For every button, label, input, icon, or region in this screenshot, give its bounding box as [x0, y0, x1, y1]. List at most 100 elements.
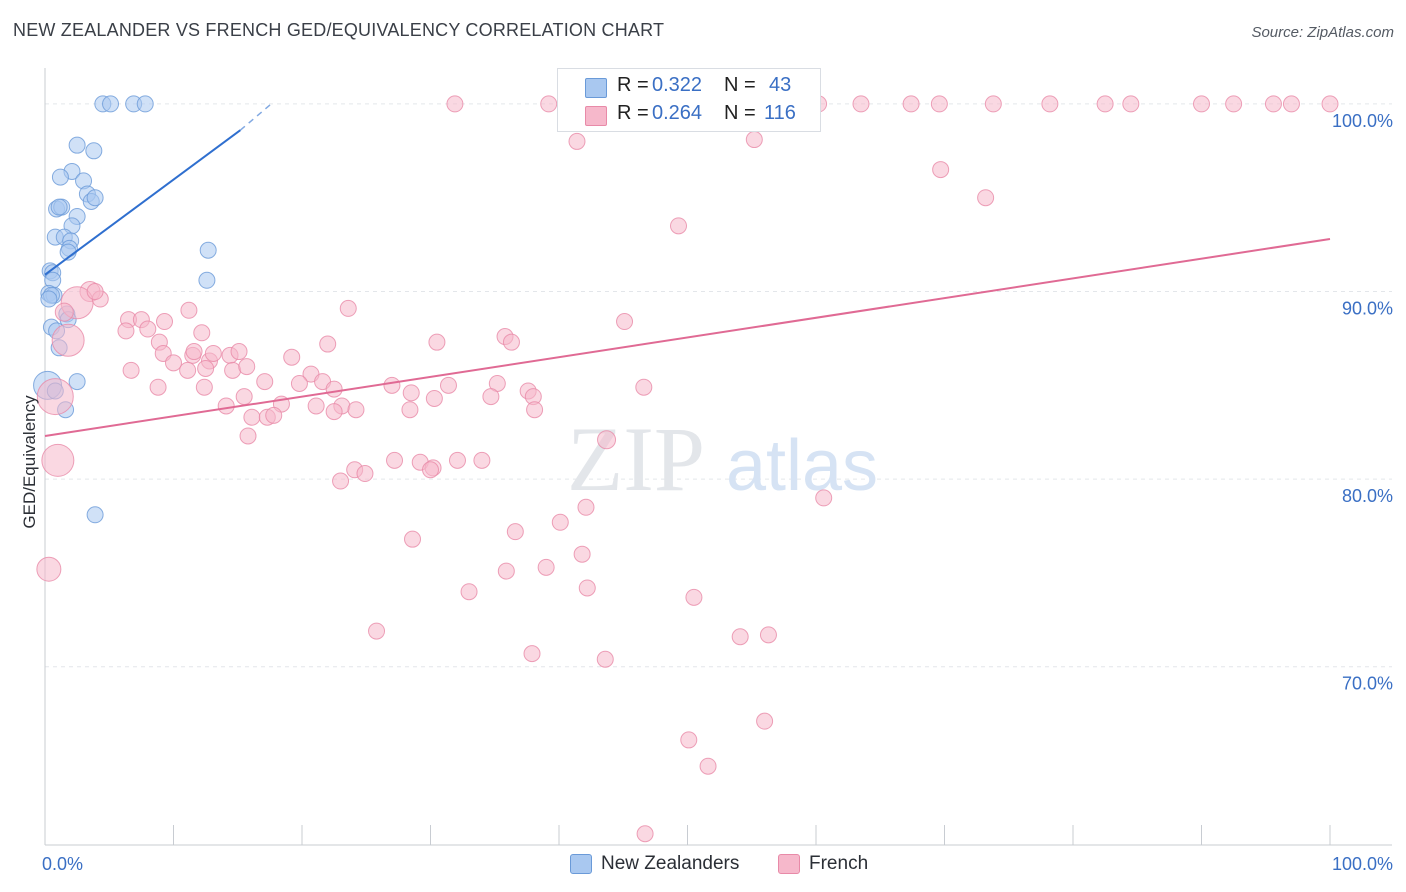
point-french [1122, 95, 1140, 113]
axes [44, 68, 1392, 846]
point-french [36, 556, 62, 582]
point-french [759, 626, 777, 644]
legend-item-new-zealanders[interactable]: New Zealanders [570, 852, 750, 876]
point-french [386, 451, 404, 469]
point-french [404, 530, 422, 548]
stats-n-label: N = [724, 74, 756, 96]
stats-box: R = 0.322 N = 43 R = 0.264 N = 116 [557, 68, 821, 132]
point-new-zealanders [102, 95, 120, 113]
data-points [33, 95, 1339, 843]
stats-n-value: 43 [769, 74, 792, 96]
point-french [36, 378, 74, 416]
point-french [325, 380, 343, 398]
legend-swatch-new-zealanders [570, 854, 592, 874]
stats-row-new-zealanders: R = 0.322 N = 43 [558, 72, 820, 100]
point-french [243, 408, 261, 426]
point-french [265, 406, 283, 424]
point-new-zealanders [198, 271, 216, 289]
point-french [217, 397, 235, 415]
point-new-zealanders [199, 241, 217, 259]
watermark-zip: ZIP [567, 408, 705, 510]
point-french [460, 583, 478, 601]
point-french [422, 461, 439, 479]
point-french [122, 361, 140, 379]
point-french [179, 361, 197, 379]
legend-item-french[interactable]: French [778, 852, 878, 876]
point-french [984, 95, 1002, 113]
point-french [235, 388, 253, 406]
point-french [193, 324, 211, 342]
point-french [1193, 95, 1210, 113]
y-tick-label: 100.0% [1332, 111, 1393, 131]
point-french [756, 712, 774, 730]
point-french [230, 343, 248, 361]
chart-title: NEW ZEALANDER VS FRENCH GED/EQUIVALENCY … [13, 20, 665, 40]
point-new-zealanders [68, 373, 86, 391]
point-french [497, 562, 515, 580]
point-french [256, 373, 274, 391]
point-new-zealanders [86, 506, 104, 524]
point-new-zealanders [50, 198, 68, 216]
point-french [319, 335, 337, 353]
point-french [815, 489, 833, 507]
point-french [506, 523, 524, 541]
point-french [224, 361, 242, 379]
point-french [1096, 95, 1114, 113]
point-french [54, 302, 74, 322]
watermark-atlas: atlas [726, 426, 878, 506]
point-french [597, 430, 617, 450]
point-french [425, 389, 443, 407]
trend-extension-new-zealanders [239, 103, 272, 131]
point-french [1041, 95, 1059, 113]
trend-lines [44, 103, 1331, 437]
point-french [439, 376, 457, 394]
watermark: ZIP atlas [567, 408, 878, 510]
point-french [185, 343, 203, 361]
trend-line-french [44, 238, 1331, 437]
point-french [568, 132, 586, 150]
stats-n-value: 116 [764, 102, 796, 124]
legend-label: New Zealanders [601, 853, 740, 874]
point-french [482, 388, 500, 406]
point-french [977, 189, 995, 207]
point-french [86, 283, 104, 301]
point-french [356, 465, 374, 483]
x-tick-label: 100.0% [1332, 854, 1393, 874]
point-french [41, 443, 75, 477]
source-label: Source: ZipAtlas.com [1251, 24, 1394, 41]
point-french [332, 472, 350, 490]
point-french [596, 650, 614, 668]
point-french [139, 320, 157, 338]
point-french [731, 628, 749, 646]
y-tick-label: 70.0% [1342, 674, 1393, 694]
point-french [383, 376, 401, 394]
point-french [283, 348, 301, 366]
point-french [195, 378, 213, 396]
x-tick-label: 0.0% [42, 854, 83, 874]
stats-swatch-new-zealanders [585, 78, 607, 98]
stats-r-value: 0.322 [652, 74, 703, 96]
stats-r-label: R = [617, 102, 649, 124]
stats-swatch-french [585, 106, 607, 126]
y-axis-label: GED/Equivalency [20, 395, 39, 529]
point-french [156, 313, 174, 331]
point-french [402, 384, 420, 402]
point-french [149, 378, 167, 396]
point-french [204, 344, 222, 362]
point-french [635, 378, 653, 396]
point-french [51, 323, 85, 357]
point-french [368, 622, 386, 640]
point-french [551, 513, 569, 531]
point-french [117, 322, 135, 340]
point-french [325, 403, 343, 421]
point-new-zealanders [86, 189, 104, 207]
y-tick-label: 80.0% [1342, 486, 1393, 506]
point-french [428, 333, 446, 351]
y-tick-label: 90.0% [1342, 298, 1393, 318]
point-french [1282, 95, 1300, 113]
point-french [537, 558, 555, 576]
point-french [932, 161, 950, 179]
legend-label: French [809, 853, 869, 874]
point-french [401, 401, 419, 419]
